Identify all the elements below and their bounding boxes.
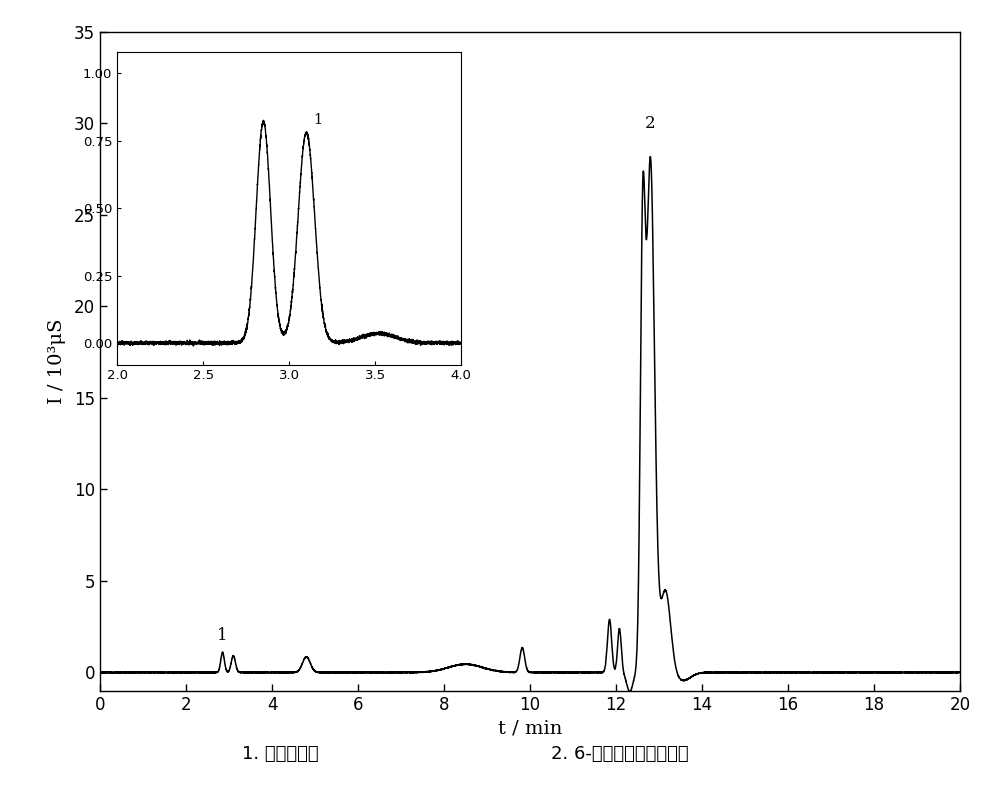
X-axis label: t / min: t / min	[498, 719, 562, 737]
Text: 1: 1	[217, 627, 228, 644]
Text: 2: 2	[645, 115, 656, 133]
Y-axis label: I / 10³μS: I / 10³μS	[48, 318, 66, 404]
Text: 1. 溴化六甲锨: 1. 溴化六甲锨	[242, 746, 318, 763]
Text: 2. 6-溴己基三甲基溴化锨: 2. 6-溴己基三甲基溴化锨	[551, 746, 689, 763]
